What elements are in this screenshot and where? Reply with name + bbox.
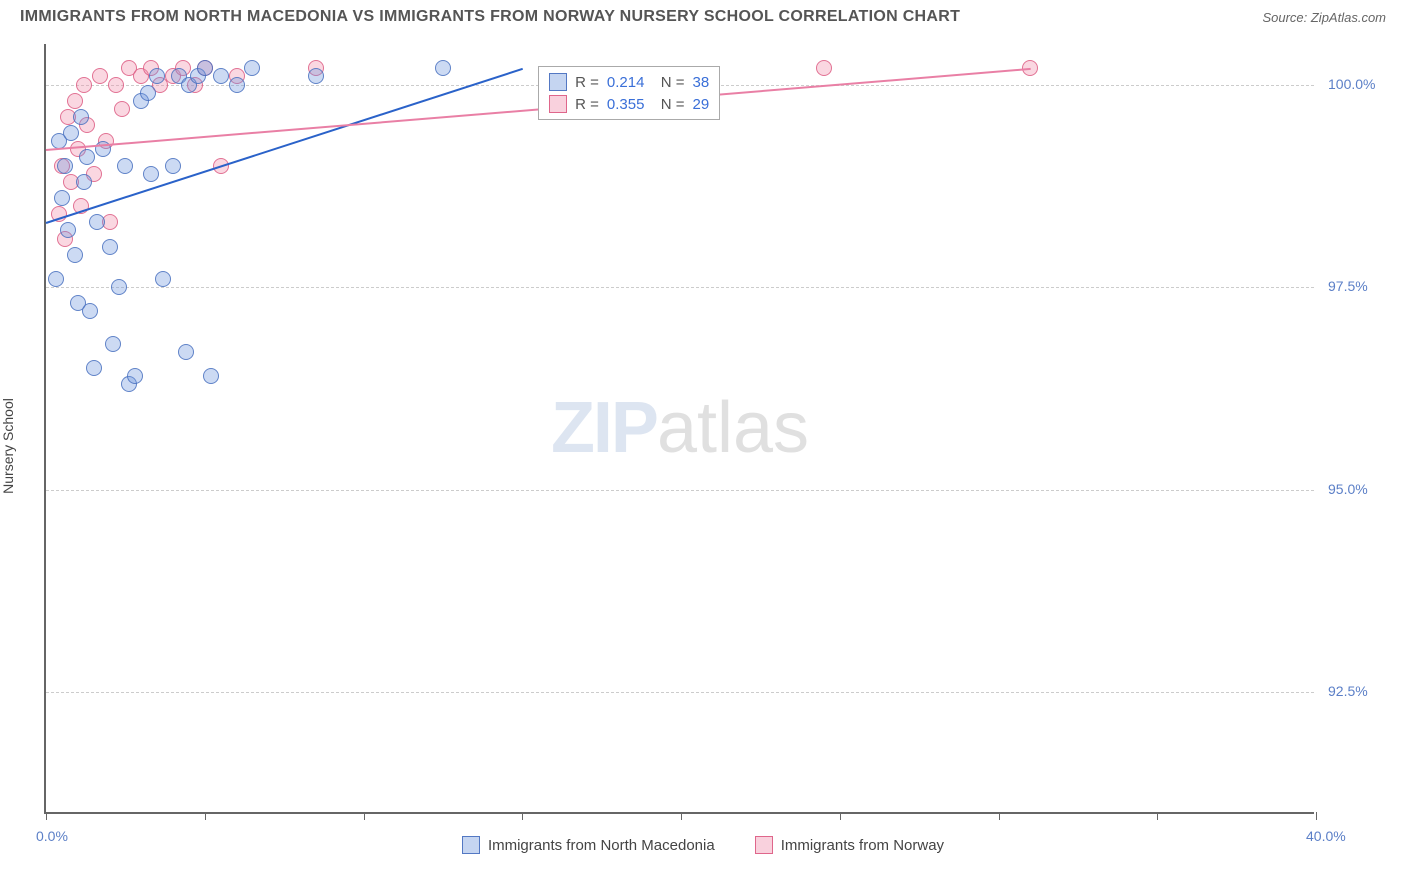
scatter-point-pink — [67, 93, 83, 109]
scatter-point-blue — [105, 336, 121, 352]
legend-item-blue: Immigrants from North Macedonia — [462, 836, 715, 854]
scatter-point-blue — [140, 85, 156, 101]
x-tick — [522, 812, 523, 820]
n-label: N = — [652, 74, 684, 91]
swatch-blue-icon — [549, 73, 567, 91]
scatter-point-blue — [79, 149, 95, 165]
x-tick — [1316, 812, 1317, 820]
plot-area: ZIPatlas 92.5%95.0%97.5%100.0%0.0%40.0%R… — [44, 44, 1314, 814]
y-tick-label: 100.0% — [1328, 76, 1375, 92]
swatch-pink-icon — [755, 836, 773, 854]
scatter-point-blue — [67, 247, 83, 263]
chart-source: Source: ZipAtlas.com — [1262, 10, 1386, 25]
x-tick — [1157, 812, 1158, 820]
scatter-point-blue — [203, 368, 219, 384]
gridline-h — [46, 287, 1314, 288]
scatter-point-pink — [108, 77, 124, 93]
scatter-point-blue — [117, 158, 133, 174]
scatter-point-blue — [229, 77, 245, 93]
n-value: 29 — [693, 96, 710, 113]
scatter-point-blue — [48, 271, 64, 287]
x-tick — [205, 812, 206, 820]
gridline-h — [46, 490, 1314, 491]
scatter-point-pink — [114, 101, 130, 117]
r-label: R = — [575, 96, 599, 113]
x-tick — [681, 812, 682, 820]
x-tick — [364, 812, 365, 820]
scatter-point-blue — [86, 360, 102, 376]
y-tick-label: 95.0% — [1328, 481, 1368, 497]
y-tick-label: 92.5% — [1328, 683, 1368, 699]
scatter-point-blue — [155, 271, 171, 287]
x-tick — [999, 812, 1000, 820]
scatter-point-blue — [82, 303, 98, 319]
x-tick — [840, 812, 841, 820]
r-label: R = — [575, 74, 599, 91]
scatter-point-blue — [127, 368, 143, 384]
scatter-point-blue — [57, 158, 73, 174]
scatter-point-blue — [244, 60, 260, 76]
scatter-point-blue — [54, 190, 70, 206]
scatter-point-blue — [435, 60, 451, 76]
scatter-point-blue — [73, 109, 89, 125]
scatter-point-blue — [76, 174, 92, 190]
scatter-point-blue — [149, 68, 165, 84]
scatter-point-blue — [165, 158, 181, 174]
watermark: ZIPatlas — [551, 387, 809, 469]
scatter-point-blue — [102, 239, 118, 255]
scatter-point-pink — [76, 77, 92, 93]
r-value: 0.214 — [607, 74, 645, 91]
n-label: N = — [652, 96, 684, 113]
legend-label-pink: Immigrants from Norway — [781, 837, 944, 854]
legend-stats-row-pink: R = 0.355 N = 29 — [545, 93, 713, 115]
watermark-atlas: atlas — [657, 388, 809, 468]
legend-stats-box: R = 0.214 N = 38 R = 0.355 N = 29 — [538, 66, 720, 120]
swatch-blue-icon — [462, 836, 480, 854]
y-axis-label: Nursery School — [0, 398, 16, 494]
scatter-point-pink — [92, 68, 108, 84]
x-tick — [46, 812, 47, 820]
scatter-point-blue — [178, 344, 194, 360]
scatter-point-blue — [213, 68, 229, 84]
scatter-point-blue — [60, 222, 76, 238]
gridline-h — [46, 692, 1314, 693]
watermark-zip: ZIP — [551, 388, 657, 468]
scatter-point-blue — [111, 279, 127, 295]
chart-title: IMMIGRANTS FROM NORTH MACEDONIA VS IMMIG… — [20, 8, 960, 26]
y-tick-label: 97.5% — [1328, 278, 1368, 294]
legend-label-blue: Immigrants from North Macedonia — [488, 837, 715, 854]
scatter-point-blue — [308, 68, 324, 84]
scatter-point-blue — [63, 125, 79, 141]
swatch-pink-icon — [549, 95, 567, 113]
legend-item-pink: Immigrants from Norway — [755, 836, 944, 854]
scatter-point-blue — [89, 214, 105, 230]
bottom-legend: Immigrants from North Macedonia Immigran… — [0, 836, 1406, 854]
scatter-point-pink — [816, 60, 832, 76]
scatter-point-blue — [197, 60, 213, 76]
chart-wrapper: Nursery School ZIPatlas 92.5%95.0%97.5%1… — [0, 36, 1406, 856]
scatter-point-blue — [143, 166, 159, 182]
n-value: 38 — [693, 74, 710, 91]
chart-header: IMMIGRANTS FROM NORTH MACEDONIA VS IMMIG… — [0, 0, 1406, 32]
legend-stats-row-blue: R = 0.214 N = 38 — [545, 71, 713, 93]
r-value: 0.355 — [607, 96, 645, 113]
